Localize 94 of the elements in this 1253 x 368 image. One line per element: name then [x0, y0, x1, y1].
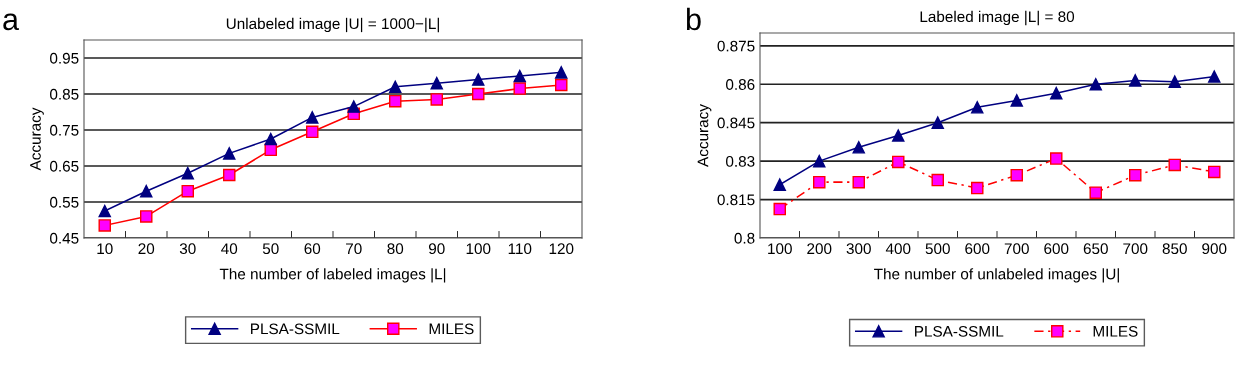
x-tick-label: 600: [965, 243, 990, 255]
legend-label: PLSA-SSMIL: [251, 323, 340, 335]
x-axis-title: The number of unlabeled images |U|: [874, 268, 1119, 283]
x-tick-label: 120: [549, 243, 574, 255]
x-tick-label: 70: [346, 243, 362, 255]
y-tick-label: 0.65: [50, 160, 79, 172]
point: [1089, 77, 1103, 91]
point: [181, 166, 195, 180]
x-tick-label: 90: [428, 243, 445, 255]
point: [139, 210, 153, 223]
point: [1010, 94, 1024, 107]
point: [222, 147, 236, 160]
point: [1128, 168, 1142, 182]
point: [812, 154, 826, 168]
x-tick-label: 300: [846, 243, 871, 255]
point: [1089, 186, 1103, 199]
y-tick-label: 0.83: [726, 155, 755, 167]
point: [1207, 165, 1221, 179]
point: [513, 82, 527, 95]
point: [1207, 70, 1221, 83]
point: [181, 184, 195, 198]
text: a: [3, 13, 19, 31]
legend-label: MILES: [429, 323, 474, 335]
point: [773, 178, 787, 191]
x-axis-title: The number of labeled images |L|: [219, 268, 446, 283]
x-tick-label: 80: [387, 243, 404, 255]
point: [891, 129, 905, 142]
point: [1168, 158, 1182, 172]
point: [554, 66, 568, 79]
point: [471, 73, 485, 86]
x-tick-label: 400: [885, 243, 911, 255]
point: [1049, 152, 1063, 165]
y-axis-title: Accuracy: [697, 104, 712, 167]
point: [931, 116, 945, 129]
x-tick-label: 650: [1083, 243, 1108, 255]
point: [305, 111, 319, 124]
y-tick-label: 0.815: [717, 194, 755, 206]
point: [513, 69, 527, 83]
point: [931, 173, 945, 187]
point: [891, 155, 905, 169]
point: [852, 175, 866, 189]
point: [430, 76, 444, 90]
point: [222, 168, 236, 182]
legend-label: MILES: [1093, 325, 1138, 337]
y-tick-label: 0.845: [717, 117, 755, 129]
x-tick-label: 60: [304, 243, 321, 255]
point: [347, 100, 361, 113]
x-tick-label: 40: [221, 243, 238, 255]
x-tick-label: 100: [768, 243, 792, 255]
x-tick-label: 850: [1162, 243, 1187, 255]
x-tick-label: 900: [1202, 243, 1227, 255]
y-tick-label: 0.85: [50, 88, 79, 100]
x-tick-label: 20: [138, 243, 155, 255]
point: [139, 184, 153, 198]
point: [554, 78, 568, 92]
point: [852, 141, 866, 154]
chart-title: Unlabeled image |U| = 1000−|L|: [226, 17, 439, 33]
x-tick-label: 110: [508, 243, 532, 255]
point: [98, 219, 112, 232]
x-tick-label: 500: [925, 243, 950, 255]
legend-label: PLSA-SSMIL: [915, 325, 1004, 337]
x-tick-label: 50: [262, 243, 279, 255]
x-tick-label: 600: [1044, 243, 1069, 255]
point: [98, 204, 112, 218]
point: [305, 125, 319, 139]
point: [388, 80, 402, 94]
y-tick-label: 0.875: [717, 40, 755, 52]
x-tick-label: 10: [97, 243, 113, 255]
point: [471, 87, 485, 101]
point: [430, 93, 444, 106]
x-tick-label: 100: [466, 243, 491, 255]
x-tick-label: 30: [179, 243, 196, 255]
chart-title: Labeled image |L| = 80: [920, 10, 1075, 26]
text: b: [686, 7, 701, 31]
point: [970, 101, 984, 114]
x-tick-label: 700: [1123, 243, 1148, 255]
point: [1128, 74, 1142, 87]
point: [264, 132, 278, 146]
point: [970, 181, 984, 195]
y-tick-label: 0.8: [734, 232, 755, 244]
point: [812, 175, 826, 189]
y-tick-label: 0.86: [726, 79, 755, 90]
point: [388, 94, 402, 108]
x-tick-label: 700: [1004, 243, 1029, 255]
point: [1168, 75, 1182, 88]
point: [773, 202, 787, 216]
point: [1010, 168, 1024, 182]
point: [1049, 86, 1063, 100]
x-tick-label: 200: [807, 243, 832, 255]
y-tick-label: 0.45: [50, 232, 79, 244]
y-axis-title: Accuracy: [30, 107, 44, 171]
y-tick-label: 0.95: [50, 52, 79, 64]
y-tick-label: 0.75: [50, 124, 79, 136]
y-tick-label: 0.55: [50, 196, 79, 208]
